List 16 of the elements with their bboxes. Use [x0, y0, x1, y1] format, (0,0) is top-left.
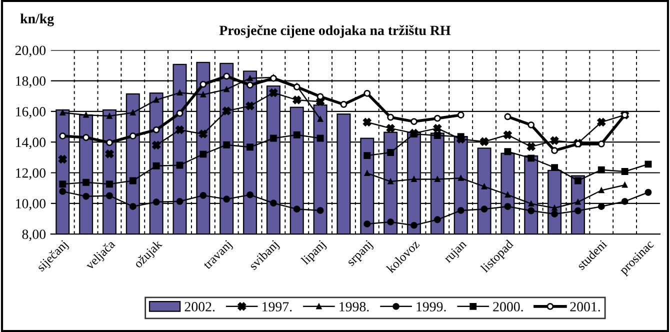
y-axis-title: kn/kg [20, 14, 54, 26]
legend-label: 1999. [416, 302, 446, 312]
y-tick-label: 10,00 [16, 198, 46, 210]
y-tick-label: 16,00 [16, 107, 46, 118]
x-tick-label: rujan [443, 239, 469, 265]
y-tick-label: 12,00 [16, 168, 46, 180]
legend-label: 1998. [340, 302, 369, 312]
y-tick-label: 14,00 [16, 138, 46, 150]
chart-title: Prosječne cijene odojaka na tržištu RH [219, 25, 451, 38]
legend-label: 2002. [184, 302, 215, 312]
y-tick-label: 18,00 [16, 76, 46, 88]
y-tick-label: 8,00 [22, 230, 46, 242]
legend-label: 2001. [570, 302, 600, 312]
y-tick-label: 20,00 [15, 46, 46, 58]
legend-label: 2000. [493, 302, 523, 312]
legend-label: 1997. [262, 302, 292, 312]
